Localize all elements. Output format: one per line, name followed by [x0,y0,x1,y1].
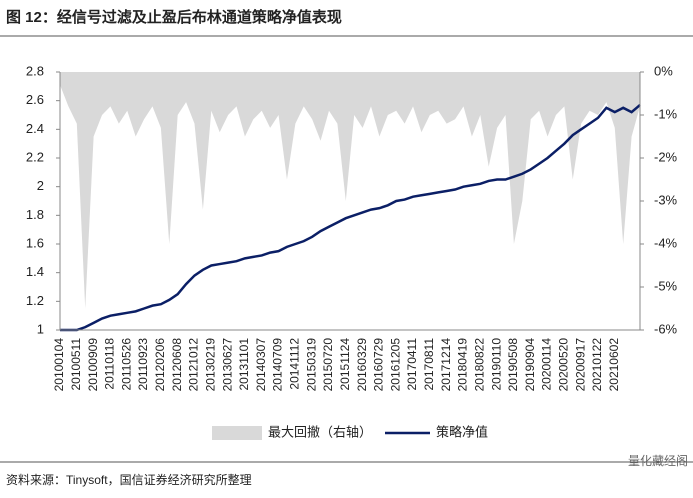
x-tick-label: 20100104 [52,338,66,392]
y-tick-label: 2.4 [26,121,44,136]
x-tick-label: 20160729 [372,338,386,392]
x-tick-label: 20110923 [136,338,150,391]
x-tick-label: 20140307 [254,338,268,392]
y2-tick-label: 0% [654,63,673,78]
drawdown-area [60,72,640,309]
x-tick-label: 20121012 [187,338,201,392]
chart-title: 图 12：经信号过滤及止盈后布林通道策略净值表现 [6,8,342,26]
legend-label: 最大回撤（右轴） [268,424,372,439]
x-tick-label: 20210602 [607,338,621,392]
x-tick-label: 20120608 [170,338,184,392]
y-tick-label: 1.6 [26,235,44,250]
x-tick-label: 20170411 [405,338,419,391]
y2-tick-label: -2% [654,149,678,164]
x-tick-label: 20180822 [472,338,486,392]
y2-tick-label: -3% [654,192,678,207]
nav-line [60,104,641,332]
y-tick-label: 1 [37,321,44,336]
x-tick-label: 20170811 [422,338,436,391]
x-tick-label: 20151124 [338,338,352,391]
y-tick-label: 1.2 [26,293,44,308]
x-tick-label: 20200917 [573,338,587,392]
x-tick-label: 20140709 [271,338,285,392]
legend-swatch [212,426,262,440]
x-tick-label: 20190110 [489,338,503,391]
y2-tick-label: -4% [654,235,678,250]
x-tick-label: 20131101 [237,338,251,391]
x-tick-label: 20100511 [69,338,83,391]
y-tick-label: 2.2 [26,149,44,164]
y-tick-label: 2 [37,178,44,193]
watermark: 量化藏经阁 [628,454,688,468]
source: 资料来源：Tinysoft，国信证券经济研究所整理 [6,472,252,487]
x-tick-label: 20190904 [523,338,537,392]
x-tick-label: 20160329 [355,338,369,392]
x-tick-label: 20200520 [557,338,571,392]
x-tick-label: 20150720 [321,338,335,392]
x-tick-label: 20141112 [288,338,302,390]
x-tick-label: 20161205 [388,338,402,392]
x-tick-label: 20110118 [103,338,117,390]
y2-tick-label: -5% [654,278,678,293]
y2-tick-label: -6% [654,321,678,336]
x-tick-label: 20200114 [540,338,554,391]
y-tick-label: 1.4 [26,264,44,279]
x-tick-label: 20130219 [203,338,217,392]
y-tick-label: 1.8 [26,207,44,222]
x-tick-label: 20180419 [456,338,470,392]
y-tick-label: 2.6 [26,92,44,107]
x-tick-label: 20100909 [86,338,100,392]
x-tick-label: 20171214 [439,338,453,392]
x-tick-label: 20120206 [153,338,167,392]
x-tick-label: 20190508 [506,338,520,392]
x-tick-label: 20210122 [590,338,604,392]
x-tick-label: 20110526 [119,338,133,391]
legend-label: 策略净值 [436,424,488,439]
y-tick-label: 2.8 [26,63,44,78]
x-tick-label: 20150319 [304,338,318,392]
y2-tick-label: -1% [654,106,678,121]
x-tick-label: 20130627 [220,338,234,392]
